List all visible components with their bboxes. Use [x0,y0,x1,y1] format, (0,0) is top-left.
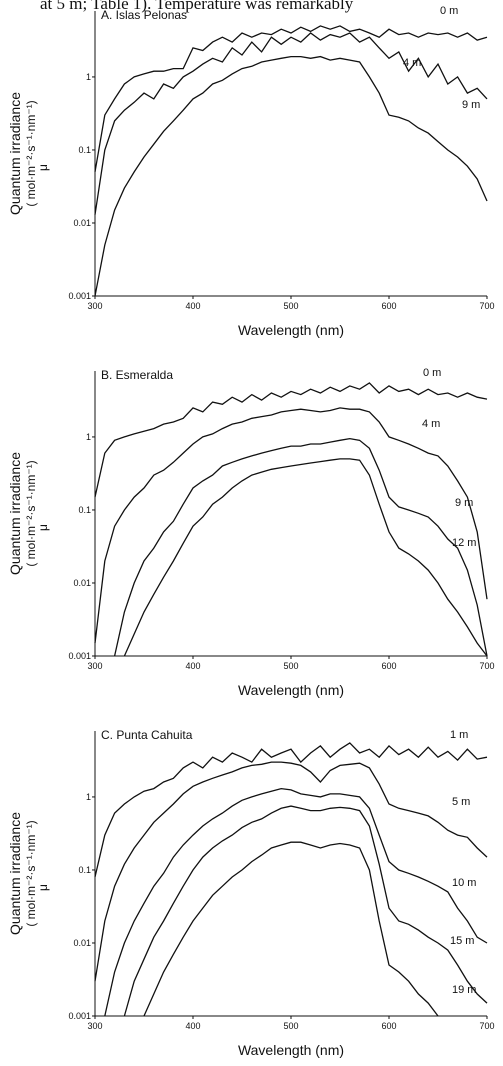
spectrum-line [94,382,488,498]
y-axis-title: μ [36,164,50,171]
panel-title: B. Esmeralda [101,368,173,382]
x-tick-label: 600 [381,301,396,311]
series-label: 5 m [452,796,470,808]
y-tick-label: 0.1 [78,505,91,515]
x-tick-label: 600 [381,661,396,671]
spectrum-line [123,458,488,657]
series-label: 12 m [452,537,476,549]
spectrum-line [94,761,488,982]
y-tick-label: 0.001 [68,1011,91,1021]
x-tick-label: 700 [479,301,494,311]
series-label: 0 m [440,5,458,17]
series-label: 4 m [403,57,421,69]
x-tick-label: 400 [185,661,200,671]
x-tick-label: 700 [479,1021,494,1031]
series-label: 0 m [423,367,441,379]
spectrum-line [94,407,488,644]
series-label: 19 m [452,984,476,996]
x-tick-label: 400 [185,301,200,311]
y-tick-label: 1 [86,792,91,802]
x-tick-label: 400 [185,1021,200,1031]
y-tick-label: 1 [86,432,91,442]
y-tick-label: 0.1 [78,865,91,875]
y-axis-title: Quantum irradiance [7,452,23,575]
page-text: at 5 m; Table 1). Temperature was remark… [40,0,354,13]
y-axis-title: μ [36,884,50,891]
y-axis-title: ( mol·m⁻²·s⁻¹·nm⁻¹) [24,100,38,206]
y-tick-label: 0.01 [73,578,91,588]
y-tick-label: 0.001 [68,291,91,301]
spectrum-line [94,55,488,297]
y-tick-label: 0.001 [68,651,91,661]
spectrum-line [104,787,488,1017]
y-axis-title: ( mol·m⁻²·s⁻¹·nm⁻¹) [24,820,38,926]
y-tick-label: 0.01 [73,218,91,228]
y-tick-label: 0.1 [78,145,91,155]
x-tick-label: 300 [87,661,102,671]
series-label: 10 m [452,877,476,889]
series-label: 9 m [462,99,480,111]
y-tick-label: 1 [86,72,91,82]
series-label: 4 m [422,418,440,430]
y-axis-title: μ [36,524,50,531]
x-axis-title: Wavelength (nm) [238,1042,344,1058]
spectrum-line [113,437,488,657]
spectrum-line [94,32,488,215]
y-tick-label: 0.01 [73,938,91,948]
x-tick-label: 500 [283,301,298,311]
series-label: 9 m [455,497,473,509]
x-axis-title: Wavelength (nm) [238,682,344,698]
x-tick-label: 500 [283,661,298,671]
series-label: 15 m [450,935,474,947]
panel-title: A. Islas Pelonas [101,8,187,22]
y-axis-title: Quantum irradiance [7,92,23,215]
x-axis-title: Wavelength (nm) [238,322,344,338]
series-label: 1 m [450,729,468,741]
x-tick-label: 600 [381,1021,396,1031]
y-axis-title: Quantum irradiance [7,812,23,935]
spectrum-line [94,742,488,878]
x-tick-label: 500 [283,1021,298,1031]
panel-title: C. Punta Cahuita [101,728,193,742]
x-tick-label: 300 [87,301,102,311]
x-tick-label: 700 [479,661,494,671]
spectrum-line [123,805,488,1017]
x-tick-label: 300 [87,1021,102,1031]
y-axis-title: ( mol·m⁻²·s⁻¹·nm⁻¹) [24,460,38,566]
spectrum-line [143,841,439,1017]
spectrum-line [94,25,488,173]
